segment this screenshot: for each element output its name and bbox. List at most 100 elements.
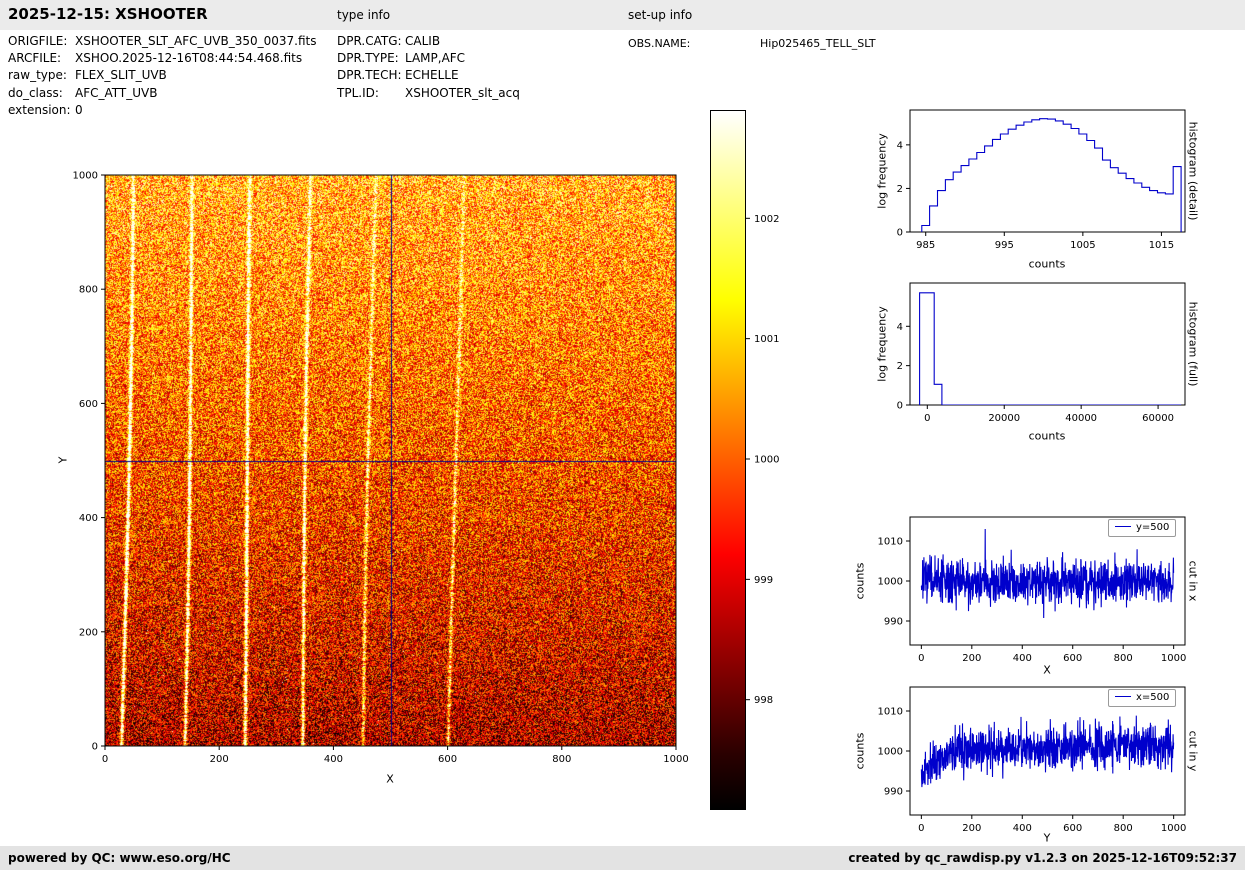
meta-value: LAMP,AFC	[405, 51, 466, 66]
hist-full-ylabel: log frequency	[875, 306, 889, 382]
cut-y-ylabel: counts	[853, 732, 867, 770]
svg-text:20000: 20000	[988, 413, 1020, 424]
meta-row: OBS.NAME: Hip025465_TELL_SLT	[628, 35, 876, 52]
svg-text:1010: 1010	[878, 707, 903, 718]
meta-value: FLEX_SLIT_UVB	[75, 68, 167, 83]
svg-text:60000: 60000	[1142, 413, 1174, 424]
hist-detail-right-label: histogram (detail)	[1186, 121, 1200, 221]
obs-info-block: OBS.NAME: Hip025465_TELL_SLT	[628, 35, 876, 52]
meta-label: DPR.TECH:	[337, 68, 402, 83]
hist-full-xlabel: counts	[1028, 429, 1066, 443]
svg-text:1000: 1000	[663, 754, 688, 765]
meta-label: ARCFILE:	[8, 51, 62, 66]
svg-text:1002: 1002	[754, 214, 779, 225]
legend-label: x=500	[1136, 692, 1170, 703]
meta-row: raw_type: FLEX_SLIT_UVB	[8, 67, 316, 84]
cut-y-right-label: cut in y	[1186, 730, 1200, 772]
hist-detail-xlabel: counts	[1028, 257, 1066, 271]
meta-value: XSHOOTER_slt_acq	[405, 85, 520, 100]
svg-text:200: 200	[962, 653, 981, 664]
meta-label: DPR.CATG:	[337, 34, 402, 48]
svg-text:1000: 1000	[73, 171, 98, 182]
svg-text:400: 400	[1013, 653, 1032, 664]
detector-xlabel: X	[386, 772, 394, 786]
svg-text:800: 800	[552, 754, 571, 765]
meta-row: DPR.CATG: CALIB	[337, 33, 520, 50]
meta-label: ORIGFILE:	[8, 34, 68, 48]
legend-line-sample	[1115, 695, 1131, 697]
svg-text:0: 0	[918, 653, 924, 664]
file-info-block: ORIGFILE: XSHOOTER_SLT_AFC_UVB_350_0037.f…	[8, 33, 316, 119]
svg-text:1001: 1001	[754, 334, 779, 345]
legend-cut-x: y=500	[1108, 519, 1177, 537]
svg-text:200: 200	[79, 627, 98, 638]
svg-text:4: 4	[897, 322, 903, 333]
hist-detail-ylabel: log frequency	[875, 133, 889, 209]
svg-text:995: 995	[995, 240, 1014, 251]
svg-text:4: 4	[897, 140, 903, 151]
meta-row: ORIGFILE: XSHOOTER_SLT_AFC_UVB_350_0037.f…	[8, 33, 316, 50]
svg-text:600: 600	[1063, 823, 1082, 834]
dpr-info-block: DPR.CATG: CALIB DPR.TYPE: LAMP,AFC DPR.TEC…	[337, 33, 520, 102]
meta-value: XSHOOTER_SLT_AFC_UVB_350_0037.fits	[75, 34, 317, 48]
meta-row: TPL.ID: XSHOOTER_slt_acq	[337, 85, 520, 102]
svg-text:600: 600	[79, 399, 98, 410]
colorbar-gradient	[710, 110, 746, 810]
meta-row: ARCFILE: XSHOO.2025-12-16T08:44:54.468.fi…	[8, 50, 316, 67]
legend-cut-y: x=500	[1108, 689, 1177, 707]
header-bar: 2025-12-15: XSHOOTER type info set-up in…	[0, 0, 1245, 30]
svg-text:1000: 1000	[754, 455, 779, 466]
type-info-section-label: type info	[337, 8, 391, 22]
svg-text:600: 600	[438, 754, 457, 765]
svg-text:1005: 1005	[1070, 240, 1095, 251]
meta-row: DPR.TYPE: LAMP,AFC	[337, 50, 520, 67]
meta-value: Hip025465_TELL_SLT	[760, 37, 876, 50]
svg-text:40000: 40000	[1065, 413, 1097, 424]
svg-text:998: 998	[754, 695, 773, 706]
meta-value: 0	[75, 102, 83, 117]
cut-x-right-label: cut in x	[1186, 560, 1200, 602]
svg-text:0: 0	[924, 413, 930, 424]
svg-text:0: 0	[92, 742, 98, 753]
svg-text:0: 0	[897, 401, 903, 412]
footer-bar: powered by QC: www.eso.org/HC created by…	[0, 846, 1245, 870]
meta-label: raw_type:	[8, 68, 67, 83]
meta-value: XSHOO.2025-12-16T08:44:54.468.fits	[75, 51, 303, 66]
cut-x-ylabel: counts	[853, 562, 867, 600]
svg-text:1000: 1000	[1161, 823, 1186, 834]
meta-value: CALIB	[405, 34, 441, 48]
legend-label: y=500	[1136, 522, 1170, 533]
svg-text:1000: 1000	[878, 577, 903, 588]
svg-text:600: 600	[1063, 653, 1082, 664]
meta-value: AFC_ATT_UVB	[75, 85, 158, 100]
svg-text:1000: 1000	[1161, 653, 1186, 664]
page-title: 2025-12-15: XSHOOTER	[8, 5, 208, 23]
svg-text:800: 800	[79, 285, 98, 296]
cut-y-xlabel: Y	[1043, 831, 1051, 845]
histogram-detail-plot: 985 995 1005 1015 0 2 4	[897, 109, 1186, 251]
svg-text:0: 0	[102, 754, 108, 765]
svg-text:200: 200	[962, 823, 981, 834]
svg-text:1000: 1000	[878, 747, 903, 758]
detector-image-canvas	[105, 175, 676, 746]
svg-text:0: 0	[897, 228, 903, 239]
footer-left-text: powered by QC: www.eso.org/HC	[8, 851, 231, 865]
svg-text:1010: 1010	[878, 537, 903, 548]
svg-text:200: 200	[210, 754, 229, 765]
svg-text:985: 985	[916, 240, 935, 251]
meta-row: extension: 0	[8, 102, 316, 119]
svg-text:1015: 1015	[1149, 240, 1174, 251]
detector-ylabel: Y	[56, 456, 70, 464]
histogram-full-plot: 0 20000 40000 60000 0 2 4	[897, 282, 1186, 424]
colorbar-ticks: 998 999 1000 1001 1002	[746, 214, 779, 706]
svg-text:999: 999	[754, 575, 773, 586]
meta-row: do_class: AFC_ATT_UVB	[8, 85, 316, 102]
meta-label: TPL.ID:	[337, 85, 379, 100]
meta-label: DPR.TYPE:	[337, 51, 399, 66]
footer-right-text: created by qc_rawdisp.py v1.2.3 on 2025-…	[848, 851, 1237, 865]
hist-full-right-label: histogram (full)	[1186, 301, 1200, 387]
cut-x-xlabel: X	[1043, 663, 1051, 677]
svg-text:2: 2	[897, 184, 903, 195]
meta-value: ECHELLE	[405, 68, 459, 83]
svg-text:800: 800	[1114, 653, 1133, 664]
